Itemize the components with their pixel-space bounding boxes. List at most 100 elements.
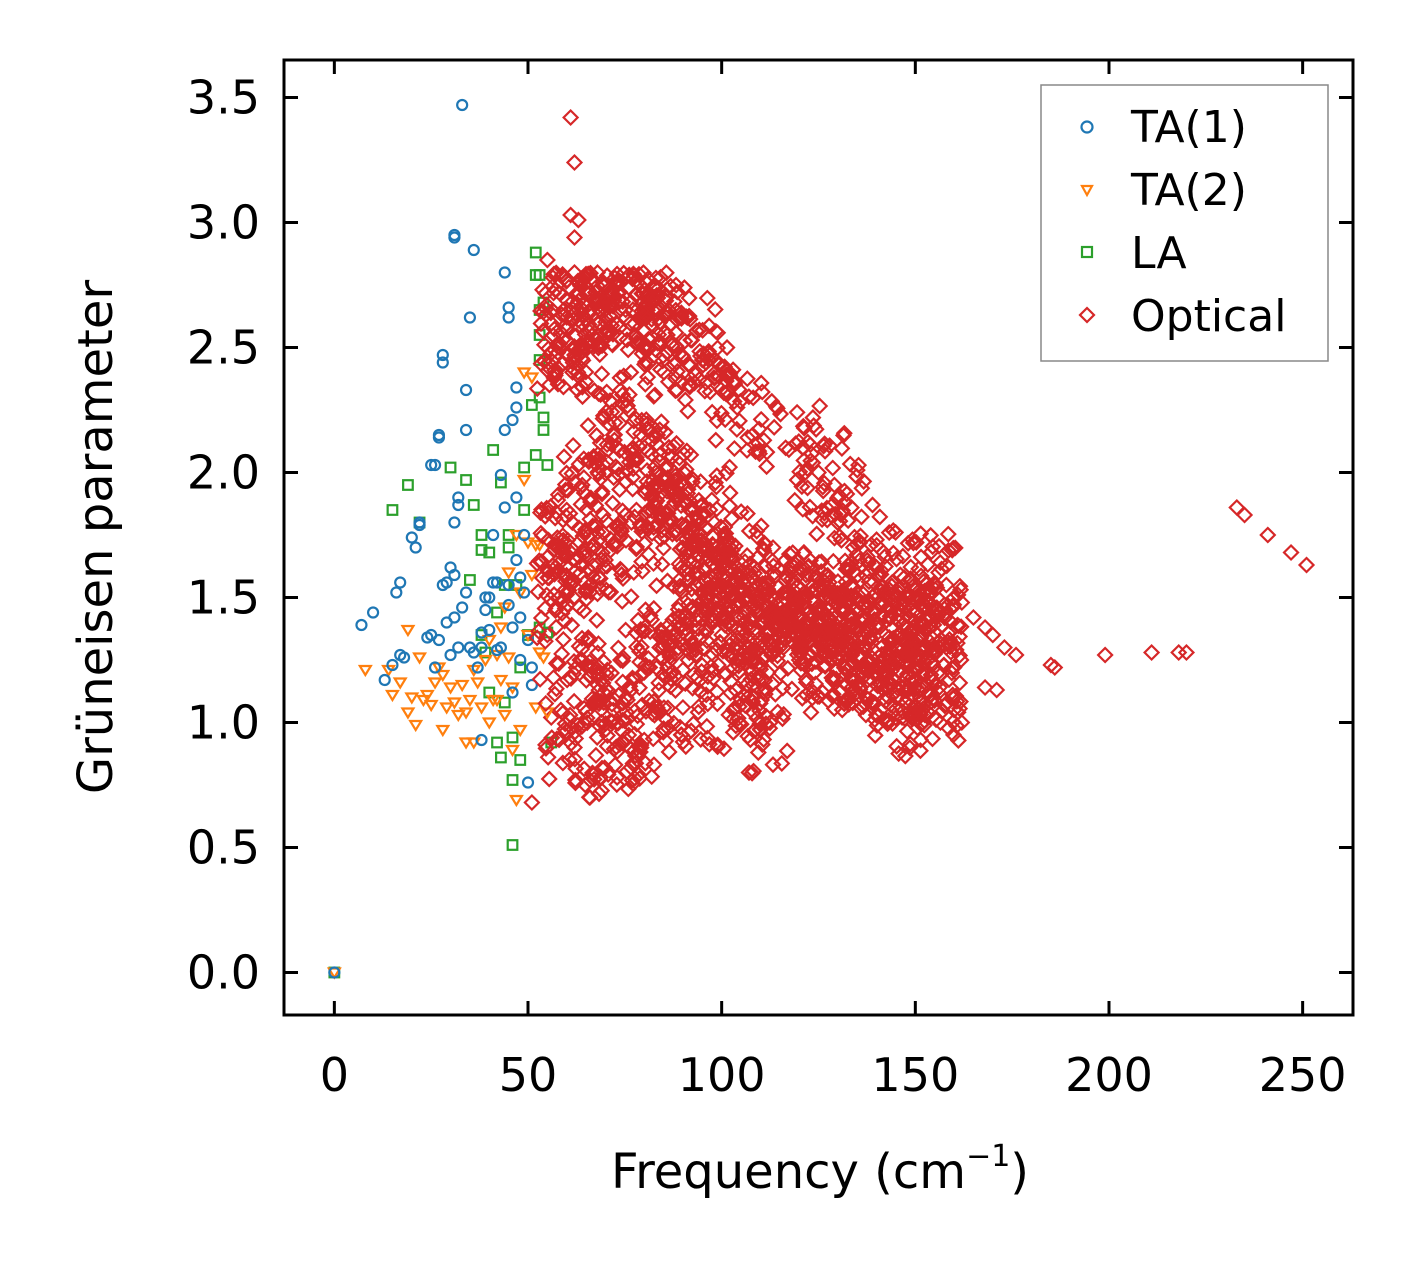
point-optical-cloud [603, 435, 621, 453]
point-optical-cloud [577, 580, 595, 598]
legend-label-optical: Optical [1131, 291, 1286, 342]
point-optical-cloud [746, 587, 764, 605]
point-optical-cloud [853, 479, 871, 497]
point-optical-cloud [689, 703, 707, 721]
point-optical-cloud [899, 680, 917, 698]
point-ta-1 [394, 576, 407, 589]
point-ta-1 [405, 531, 418, 544]
point-optical-cloud [884, 629, 902, 647]
point-optical-cloud [793, 478, 811, 496]
point-optical-cloud [554, 630, 572, 649]
point-optical-cloud [921, 669, 939, 687]
point-optical-cloud [561, 542, 579, 561]
point-optical-cloud [582, 337, 601, 355]
point-optical [713, 626, 731, 644]
point-optical-cloud [791, 463, 809, 481]
x-axis-title-sup: −1 [966, 1139, 1010, 1174]
point-optical-cloud [608, 537, 626, 555]
point-optical-cloud [914, 700, 932, 718]
point-optical-cloud [583, 327, 601, 345]
point-optical-cloud [547, 558, 565, 576]
point-optical-cloud [640, 545, 658, 563]
point-optical-cloud [694, 321, 712, 339]
point-optical-cloud [633, 696, 651, 714]
point-ta-1 [328, 966, 341, 979]
point-ta-1 [490, 576, 504, 589]
point-optical-cloud [529, 583, 547, 601]
x-axis-title-main: Frequency (cm [611, 1144, 966, 1200]
point-optical-cloud [879, 688, 897, 706]
point-optical-cloud [690, 321, 708, 339]
point-optical-cloud [843, 635, 861, 653]
point-la [444, 461, 457, 474]
point-ta-2 [435, 724, 451, 738]
y-tick-label: 3.0 [187, 196, 260, 250]
point-optical-cloud [912, 628, 930, 646]
point-optical-cloud [728, 619, 746, 637]
point-optical-cloud [771, 405, 790, 423]
point-ta-1 [463, 311, 477, 324]
point-optical-cloud [595, 558, 613, 576]
point-optical-cloud [748, 622, 766, 640]
point-optical-cloud [696, 640, 714, 658]
point-optical-cloud [809, 615, 827, 634]
point-optical-cloud [606, 414, 624, 432]
point-optical-cloud [692, 473, 710, 491]
point-optical-cloud [579, 417, 597, 435]
point-optical-cloud [632, 638, 651, 656]
point-optical-cloud [651, 446, 669, 464]
point-optical-cloud [799, 433, 817, 451]
point-optical-cloud [617, 621, 635, 639]
point-ta-1 [413, 516, 426, 529]
point-ta-2 [536, 652, 551, 665]
point-optical-cloud [601, 541, 619, 559]
point-optical-cloud [931, 678, 949, 696]
point-optical-cloud [637, 274, 656, 292]
point-optical-cloud [556, 481, 575, 499]
point-optical-cloud [797, 566, 815, 584]
point-optical-cloud [848, 535, 866, 553]
point-optical-cloud [879, 600, 898, 618]
point-optical-cloud [755, 730, 773, 749]
point-ta-1 [518, 586, 531, 599]
point-optical [674, 698, 692, 717]
point-optical [562, 206, 580, 224]
point-optical-cloud [609, 460, 627, 478]
point-optical-cloud [537, 694, 555, 713]
point-ta-2 [462, 694, 478, 708]
point-optical-cloud [764, 756, 782, 774]
point-optical-cloud [610, 291, 628, 309]
point-optical-cloud [532, 302, 550, 320]
point-ta-1 [475, 626, 488, 639]
point-optical [565, 153, 584, 172]
point-optical-cloud [652, 268, 670, 286]
point-ta-1 [467, 243, 480, 257]
point-optical-cloud [550, 731, 568, 749]
point-ta-1 [436, 348, 449, 362]
point-optical-cloud [566, 473, 584, 491]
point-optical-cloud [928, 602, 946, 620]
point-optical-cloud [912, 525, 930, 543]
point-optical-cloud [820, 437, 839, 455]
point-optical-cloud [671, 540, 689, 558]
point-optical-cloud [784, 544, 802, 562]
point-ta-2 [505, 744, 520, 758]
point-ta-1 [483, 623, 496, 637]
point-ta-1 [479, 603, 492, 617]
point-optical-cloud [566, 750, 584, 768]
point-optical-cloud [772, 664, 790, 682]
point-optical-cloud [686, 646, 704, 665]
point-optical-cloud [883, 703, 902, 721]
point-optical-cloud [632, 302, 651, 320]
point-optical-cloud [567, 729, 585, 748]
point-optical-cloud [615, 367, 633, 385]
point-optical-cloud [552, 701, 570, 719]
point-optical-cloud [678, 545, 696, 563]
point-optical-cloud [780, 545, 798, 563]
point-optical-cloud [877, 672, 895, 690]
point-optical-cloud [824, 685, 842, 703]
point-optical-cloud [554, 754, 572, 772]
point-optical-cloud [931, 714, 949, 732]
point-optical-cloud [730, 663, 749, 681]
point-optical-cloud [842, 618, 860, 636]
